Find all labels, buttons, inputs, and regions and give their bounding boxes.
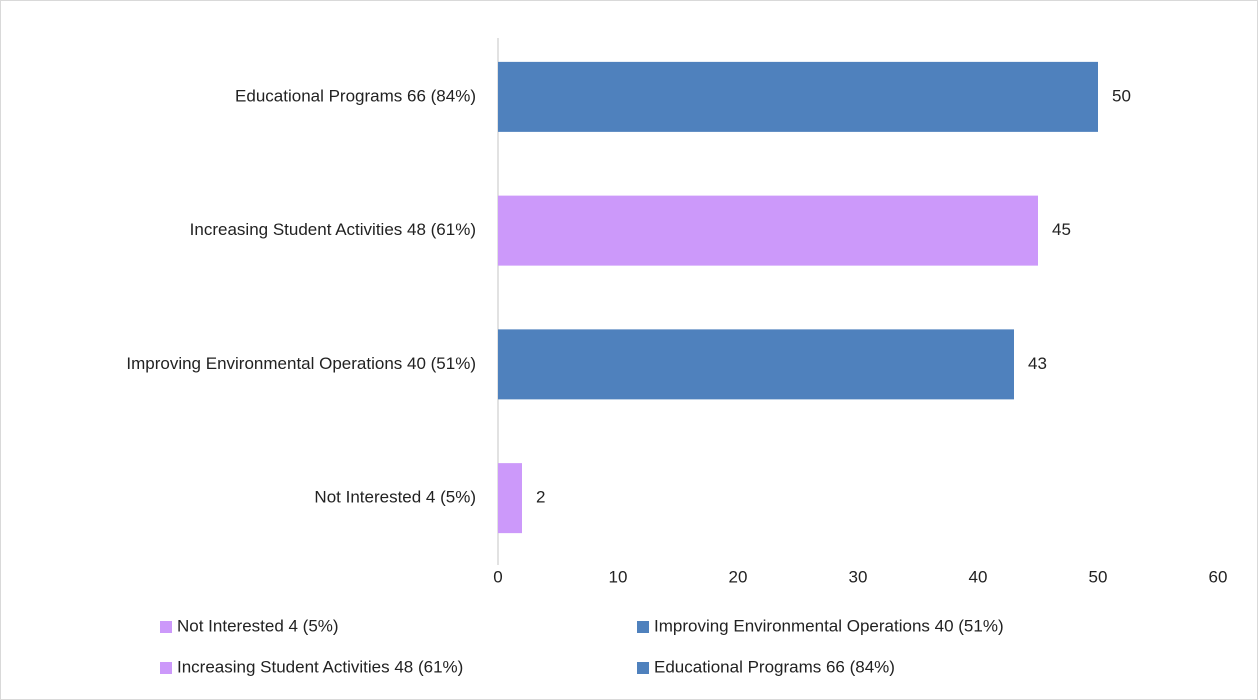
y-tick-label: Not Interested 4 (5%): [314, 488, 476, 507]
legend-label: Not Interested 4 (5%): [177, 616, 339, 635]
data-label: 2: [536, 488, 545, 507]
x-tick-label: 10: [609, 567, 628, 586]
legend-label: Educational Programs 66 (84%): [654, 657, 895, 676]
legend-swatch: [637, 662, 649, 674]
x-tick-label: 60: [1209, 567, 1228, 586]
data-label: 45: [1052, 220, 1071, 239]
y-tick-label: Increasing Student Activities 48 (61%): [190, 220, 476, 239]
legend-label: Increasing Student Activities 48 (61%): [177, 657, 463, 676]
y-tick-label: Educational Programs 66 (84%): [235, 86, 476, 105]
bar: [498, 329, 1014, 400]
data-label: 50: [1112, 86, 1131, 105]
bar: [498, 463, 522, 534]
bar: [498, 61, 1098, 132]
legend-swatch: [160, 662, 172, 674]
y-tick-label: Improving Environmental Operations 40 (5…: [126, 354, 476, 373]
legend-label: Improving Environmental Operations 40 (5…: [654, 616, 1004, 635]
x-tick-label: 40: [969, 567, 988, 586]
x-tick-label: 50: [1089, 567, 1108, 586]
x-tick-label: 20: [729, 567, 748, 586]
x-tick-label: 0: [493, 567, 502, 586]
bar: [498, 195, 1038, 266]
legend-swatch: [637, 621, 649, 633]
data-label: 43: [1028, 354, 1047, 373]
x-tick-label: 30: [849, 567, 868, 586]
legend-swatch: [160, 621, 172, 633]
